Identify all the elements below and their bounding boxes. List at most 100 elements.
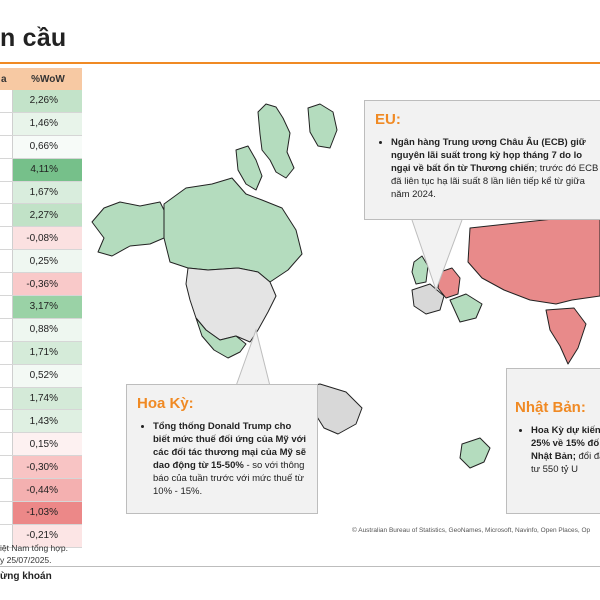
wow-value-cell: 2,26% (13, 90, 82, 112)
wow-value-cell: 4,11% (13, 158, 82, 181)
table-row: -0,21% (0, 524, 82, 548)
table-row: 1,74% (0, 387, 82, 411)
table-body: 2,26% 1,46% 0,66% 4,11% 1,67% 2,27% -0,08% 0,25… (0, 90, 82, 548)
table-row: 1,67% (0, 181, 82, 205)
wow-value-cell: 0,25% (13, 250, 82, 273)
us-callout: Hoa Kỳ: Tổng thống Donald Trump cho biết… (126, 384, 318, 514)
row-cell-truncated (0, 456, 13, 479)
row-cell-truncated (0, 341, 13, 364)
jp-callout-rest: đổi đầu tư 550 tỷ U (531, 451, 600, 475)
table-row: 0,52% (0, 364, 82, 388)
table-header: a %WoW (0, 68, 82, 90)
us-callout-bullet: Tổng thống Donald Trump cho biết mức thu… (153, 420, 307, 498)
table-row: 2,26% (0, 90, 82, 113)
wow-table: a %WoW 2,26% 1,46% 0,66% 4,11% 1,67% 2,27% -0,… (0, 68, 82, 548)
eu-callout-bold: Ngân hàng Trung ương Châu Âu (ECB) giữ n… (391, 137, 586, 174)
row-cell-truncated (0, 524, 13, 547)
map-region-mexico (195, 317, 247, 359)
row-cell-truncated (0, 479, 13, 502)
map-region-germany (437, 267, 461, 299)
eu-callout: EU: Ngân hàng Trung ương Châu Âu (ECB) g… (364, 100, 600, 220)
row-cell-truncated (0, 181, 13, 204)
map-region-greenland (307, 103, 338, 149)
map-region-usa (185, 267, 277, 343)
table-row: 1,43% (0, 410, 82, 434)
eu-callout-bullet: Ngân hàng Trung ương Châu Âu (ECB) giữ n… (391, 136, 600, 201)
us-callout-pointer (235, 328, 271, 387)
table-row: 0,88% (0, 318, 82, 342)
eu-callout-rest: ; trước đó ECB đã liên tục hạ lãi suất 8… (391, 163, 599, 200)
wow-value-cell: -0,08% (13, 227, 82, 250)
row-cell-truncated (0, 387, 13, 410)
eu-callout-title: EU: (375, 111, 401, 128)
row-cell-truncated (0, 410, 13, 433)
table-row: -0,36% (0, 273, 82, 297)
us-callout-bold: Tổng thống Donald Trump cho biết mức thu… (153, 421, 307, 471)
footer-divider (0, 566, 600, 567)
row-cell-truncated (0, 227, 13, 250)
header-cell-col1: a (1, 73, 7, 85)
page-title: n cầu (0, 24, 67, 52)
wow-value-cell: 0,52% (13, 364, 82, 387)
table-row: -0,44% (0, 479, 82, 503)
jp-callout-bullet: Hoa Kỳ dự kiến 25% về 15% đố Nhật Bản; đ… (531, 424, 600, 476)
wow-value-cell: 0,88% (13, 318, 82, 341)
row-cell-truncated (0, 502, 13, 524)
map-attribution: © Australian Bureau of Statistics, GeoNa… (352, 527, 591, 534)
table-row: -0,08% (0, 227, 82, 251)
row-cell-truncated (0, 273, 13, 296)
wow-value-cell: -0,44% (13, 479, 82, 502)
wow-value-cell: 1,67% (13, 181, 82, 204)
map-region-eastern-europe (449, 293, 483, 323)
wow-value-cell: 3,17% (13, 296, 82, 318)
source-note: iệt Nam tổng hợp. (0, 543, 68, 553)
table-row: -0,30% (0, 456, 82, 480)
map-region-arctic-islands (257, 103, 295, 179)
wow-value-cell: -1,03% (13, 502, 82, 524)
table-row: 1,71% (0, 341, 82, 365)
row-cell-truncated (0, 296, 13, 318)
us-callout-title: Hoa Kỳ: (137, 395, 194, 412)
map-region-south-africa (459, 437, 491, 469)
wow-value-cell: 0,15% (13, 433, 82, 456)
eu-callout-pointer (411, 219, 463, 292)
header-cell-wow: %WoW (31, 73, 65, 85)
row-cell-truncated (0, 250, 13, 273)
wow-value-cell: 2,27% (13, 204, 82, 227)
map-region-russia (467, 213, 600, 305)
table-row: 3,17% (0, 296, 82, 319)
wow-value-cell: 1,46% (13, 112, 82, 135)
table-row: 0,15% (0, 433, 82, 457)
table-row: -1,03% (0, 502, 82, 525)
table-row: 4,11% (0, 158, 82, 182)
map-region-western-europe (411, 283, 445, 315)
row-cell-truncated (0, 364, 13, 387)
table-row: 1,46% (0, 112, 82, 136)
map-region-uk (411, 255, 429, 285)
map-region-india (545, 307, 587, 365)
table-row: 2,27% (0, 204, 82, 228)
wow-value-cell: 0,66% (13, 135, 82, 158)
map-region-alaska (91, 201, 167, 257)
wow-value-cell: -0,21% (13, 524, 82, 547)
row-cell-truncated (0, 433, 13, 456)
row-cell-truncated (0, 204, 13, 227)
row-cell-truncated (0, 135, 13, 158)
wow-value-cell: -0,36% (13, 273, 82, 296)
us-callout-rest: - so với thông báo của tuần trước với mứ… (153, 460, 305, 497)
row-cell-truncated (0, 158, 13, 181)
date-note: y 25/07/2025. (0, 555, 52, 565)
row-cell-truncated (0, 112, 13, 135)
wow-value-cell: 1,74% (13, 387, 82, 410)
jp-callout-bold: Hoa Kỳ dự kiến 25% về 15% đố Nhật Bản; (531, 425, 600, 462)
wow-value-cell: -0,30% (13, 456, 82, 479)
table-row: 0,25% (0, 250, 82, 274)
table-row: 0,66% (0, 135, 82, 159)
row-cell-truncated (0, 90, 13, 112)
jp-callout: Nhật Bản: Hoa Kỳ dự kiến 25% về 15% đố N… (506, 368, 600, 514)
title-divider (0, 62, 600, 64)
map-region-baffin (235, 145, 263, 191)
wow-value-cell: 1,71% (13, 341, 82, 364)
map-region-canada (163, 177, 303, 283)
